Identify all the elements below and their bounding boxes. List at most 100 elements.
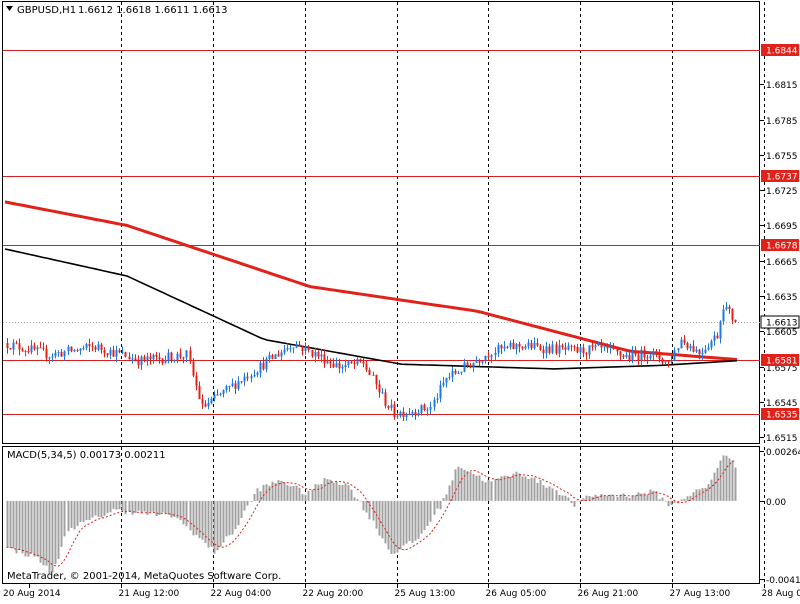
candle-body bbox=[177, 354, 179, 360]
candle-body bbox=[238, 381, 240, 389]
candle-body bbox=[68, 347, 70, 352]
candle-body bbox=[135, 358, 137, 360]
candle-body bbox=[74, 350, 76, 352]
candle-body bbox=[427, 410, 429, 411]
candle-body bbox=[552, 345, 554, 353]
candle-body bbox=[650, 356, 652, 359]
level-tag-label: 1.6581 bbox=[766, 357, 798, 367]
candle-body bbox=[705, 350, 707, 353]
candle-body bbox=[196, 376, 198, 386]
candle-body bbox=[476, 361, 478, 363]
candle-body bbox=[452, 371, 454, 377]
candle-body bbox=[150, 357, 152, 360]
candle-body bbox=[232, 383, 234, 385]
candle-body bbox=[64, 351, 66, 356]
candle-body bbox=[315, 352, 317, 357]
candle-body bbox=[351, 361, 353, 363]
candle-body bbox=[726, 307, 728, 310]
candle-body bbox=[275, 354, 277, 359]
candle-body bbox=[342, 367, 344, 368]
copyright-watermark: MetaTrader, © 2001-2014, MetaQuotes Soft… bbox=[7, 571, 281, 582]
candle-body bbox=[674, 350, 676, 360]
candle-body bbox=[168, 353, 170, 361]
candle-body bbox=[77, 350, 79, 351]
candle-body bbox=[278, 354, 280, 356]
candle-body bbox=[385, 392, 387, 406]
candle-body bbox=[443, 383, 445, 386]
candle-body bbox=[467, 363, 469, 366]
current-price-label: 1.6613 bbox=[766, 319, 798, 329]
candle-body bbox=[708, 348, 710, 350]
candle-body bbox=[470, 366, 472, 368]
candle-body bbox=[125, 352, 127, 357]
candle-body bbox=[159, 357, 161, 359]
candle-body bbox=[556, 345, 558, 354]
candle-body bbox=[620, 351, 622, 355]
candle-body bbox=[46, 349, 48, 358]
candle-body bbox=[305, 346, 307, 351]
candle-body bbox=[235, 383, 237, 388]
candle-body bbox=[400, 412, 402, 416]
candle-body bbox=[110, 350, 112, 355]
candle-body bbox=[22, 349, 24, 351]
candle-body bbox=[595, 346, 597, 348]
candle-body bbox=[336, 363, 338, 367]
candle-body bbox=[345, 365, 347, 367]
candle-body bbox=[562, 345, 564, 347]
candle-body bbox=[272, 355, 274, 359]
candle-body bbox=[647, 357, 649, 358]
candle-body bbox=[559, 345, 561, 353]
candle-body bbox=[153, 355, 155, 359]
macd-histogram bbox=[7, 455, 736, 573]
price-tick-label: 1.6755 bbox=[766, 152, 798, 162]
candle-body bbox=[147, 357, 149, 361]
candle-body bbox=[202, 399, 204, 404]
candle-body bbox=[678, 348, 680, 350]
candle-body bbox=[568, 346, 570, 350]
candle-body bbox=[546, 346, 548, 353]
level-tag-label: 1.6678 bbox=[766, 242, 798, 252]
candle-body bbox=[296, 344, 298, 347]
time-tick-label: 22 Aug 20:00 bbox=[303, 589, 364, 599]
candle-body bbox=[662, 359, 664, 363]
candle-body bbox=[119, 350, 121, 352]
candle-body bbox=[165, 360, 167, 363]
candle-body bbox=[373, 375, 375, 376]
candle-body bbox=[681, 340, 683, 349]
candle-body bbox=[397, 416, 399, 417]
symbol-label: GBPUSD,H1 bbox=[17, 5, 76, 16]
candle-body bbox=[549, 346, 551, 353]
candle-body bbox=[406, 414, 408, 417]
candle-body bbox=[260, 363, 262, 373]
candle-body bbox=[10, 348, 12, 349]
candle-body bbox=[418, 413, 420, 415]
candle-body bbox=[107, 353, 109, 355]
candle-body bbox=[101, 344, 103, 350]
candle-body bbox=[586, 353, 588, 354]
candle-body bbox=[696, 350, 698, 352]
candle-body bbox=[507, 347, 509, 348]
candle-body bbox=[659, 352, 661, 359]
candle-body bbox=[302, 347, 304, 352]
candle-body bbox=[665, 361, 667, 363]
price-tick-label: 1.6725 bbox=[766, 187, 798, 197]
level-tag-label: 1.6737 bbox=[766, 173, 798, 183]
candle-body bbox=[318, 352, 320, 357]
level-tag-label: 1.6844 bbox=[766, 47, 798, 57]
candle-body bbox=[31, 346, 33, 353]
candle-body bbox=[49, 358, 51, 359]
candle-body bbox=[488, 356, 490, 358]
candle-body bbox=[327, 361, 329, 363]
time-tick-label: 27 Aug 13:00 bbox=[670, 589, 731, 599]
candle-body bbox=[28, 351, 30, 352]
price-axis: 1.65151.65451.65751.66051.66351.66651.66… bbox=[760, 44, 799, 444]
candle-body bbox=[592, 345, 594, 347]
candle-body bbox=[254, 375, 256, 376]
price-tick-label: 1.6785 bbox=[766, 117, 798, 127]
candle-body bbox=[601, 344, 603, 348]
candle-body bbox=[531, 343, 533, 349]
triangle-down-icon[interactable] bbox=[6, 6, 13, 11]
candle-body bbox=[525, 346, 527, 348]
